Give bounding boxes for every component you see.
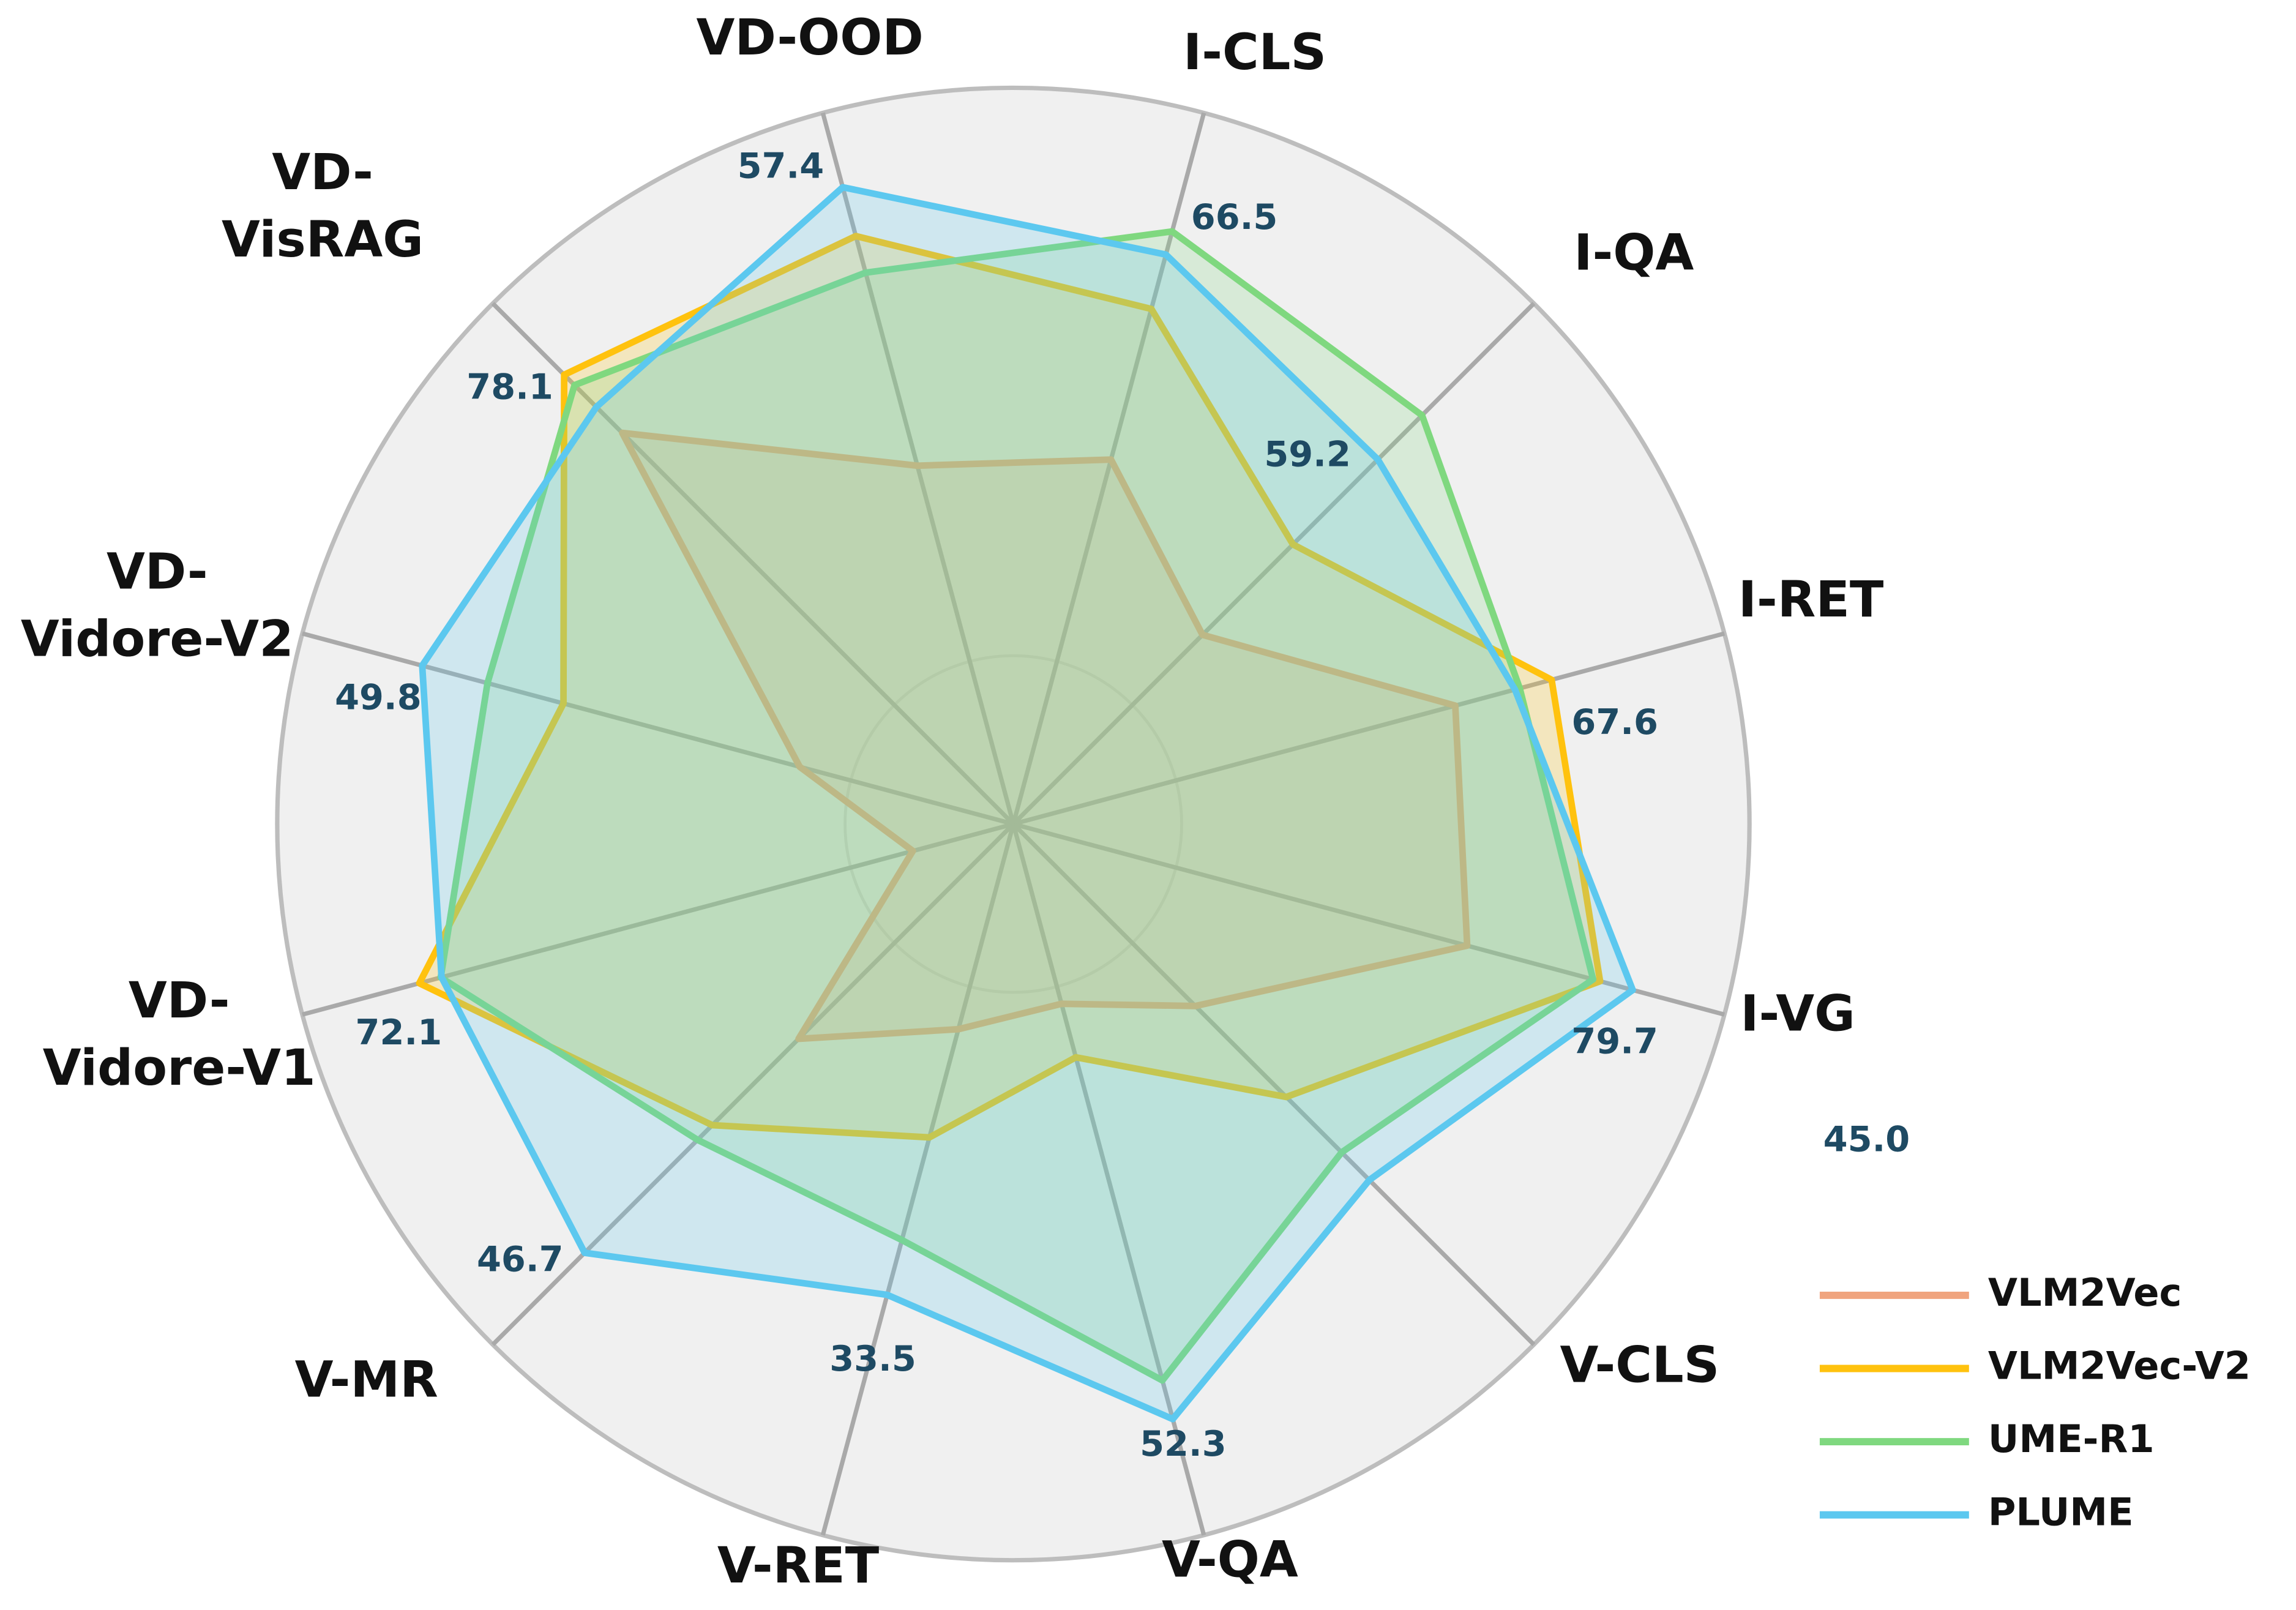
legend-label: UME-R1 (1988, 1417, 2155, 1461)
category-label-line: I-CLS (1183, 24, 1326, 81)
category-label: V-MR (295, 1352, 438, 1409)
value-label: 33.5 (829, 1338, 916, 1379)
category-label: V-QA (1162, 1532, 1298, 1589)
category-label-line: V-MR (295, 1352, 438, 1409)
category-label-line: I-RET (1738, 572, 1884, 629)
value-label: 78.1 (466, 367, 553, 408)
category-label: VD- Vidore-V1 (43, 973, 316, 1098)
value-label: 59.2 (1264, 434, 1351, 475)
category-label: VD- VisRAG (222, 144, 424, 269)
legend-label: VLM2Vec (1988, 1270, 2182, 1315)
series-area (619, 429, 1471, 1043)
value-label: 79.7 (1571, 1020, 1658, 1061)
value-label: 46.7 (477, 1239, 564, 1280)
category-label: V-RET (717, 1538, 879, 1595)
inner-ring (843, 654, 1183, 994)
category-label: I-VG (1740, 986, 1855, 1043)
category-label-line: VD- (129, 973, 230, 1030)
category-label-line: I-QA (1574, 225, 1694, 282)
series-area (416, 233, 1604, 1141)
series-area (437, 228, 1597, 1384)
category-label-line: Vidore-V1 (43, 1040, 316, 1098)
spoke (491, 302, 1015, 826)
category-label-line: VD-OOD (697, 9, 924, 67)
value-label: 49.8 (335, 676, 422, 717)
category-label-line: VisRAG (222, 211, 424, 269)
value-label: 45.0 (1823, 1119, 1910, 1160)
category-label: I-RET (1738, 572, 1884, 629)
spoke (1012, 631, 1726, 826)
spoke (820, 823, 1016, 1536)
category-label: VD-OOD (697, 9, 924, 67)
spoke (1012, 822, 1726, 1017)
value-label: 67.6 (1571, 702, 1658, 743)
legend-label: PLUME (1988, 1490, 2134, 1535)
category-label: I-QA (1574, 225, 1694, 282)
category-label: V-CLS (1560, 1337, 1719, 1395)
value-label: 66.5 (1191, 197, 1278, 238)
category-label-line: V-QA (1162, 1532, 1298, 1589)
category-label-line: VD- (107, 544, 208, 601)
series-area (419, 184, 1636, 1423)
value-label: 57.4 (738, 146, 825, 187)
category-label: VD- Vidore-V2 (21, 544, 294, 668)
spoke (1012, 302, 1536, 826)
legend-label: VLM2Vec-V2 (1988, 1344, 2251, 1388)
spoke (491, 822, 1015, 1347)
category-label: I-CLS (1183, 24, 1326, 81)
category-label-line: Vidore-V2 (21, 611, 294, 668)
spoke (1012, 822, 1536, 1347)
category-label-line: V-RET (717, 1538, 879, 1595)
category-label-line: VD- (272, 144, 373, 201)
value-label: 72.1 (356, 1012, 443, 1053)
category-label-line: V-CLS (1560, 1337, 1719, 1395)
value-label: 52.3 (1140, 1423, 1227, 1464)
category-label-line: I-VG (1740, 986, 1855, 1043)
